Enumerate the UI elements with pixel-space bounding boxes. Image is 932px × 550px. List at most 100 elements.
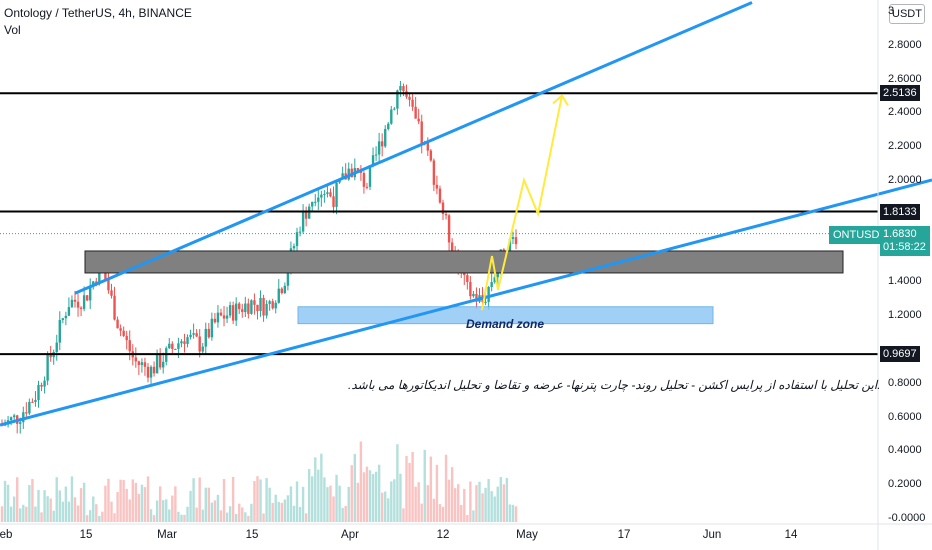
candle-body <box>12 415 16 418</box>
y-tick-label: 2.8000 <box>888 38 922 51</box>
candle-body <box>158 354 162 368</box>
candle-body <box>98 263 101 284</box>
candle-body <box>143 362 147 367</box>
candle-body <box>286 270 290 286</box>
candle-body <box>447 215 451 243</box>
candle-body <box>177 343 180 349</box>
y-tick-label: 1.2000 <box>888 309 922 322</box>
volume-bar <box>216 494 220 522</box>
volume-bar <box>283 499 287 522</box>
drawing-lines <box>0 1 932 427</box>
volume-bar <box>9 506 13 522</box>
volume-bar <box>201 509 204 522</box>
candle-body <box>365 186 369 188</box>
candle-body <box>493 277 496 282</box>
volume-bar <box>228 506 232 522</box>
candle-body <box>329 192 332 197</box>
candle-body <box>46 354 49 381</box>
volume-bar <box>472 510 475 522</box>
volume-bar <box>463 488 466 522</box>
volume-bar <box>28 485 31 522</box>
volume-bar <box>253 481 256 522</box>
y-tick-label: 0.4000 <box>888 444 922 457</box>
candle-body <box>420 121 423 145</box>
volume-bar <box>505 477 509 522</box>
candle-body <box>207 328 211 338</box>
volume-bar <box>58 490 61 522</box>
volume-bar <box>356 482 360 522</box>
candles <box>0 80 518 434</box>
volume-bar <box>450 467 454 522</box>
candle-body <box>228 305 232 316</box>
candle-body <box>256 304 259 311</box>
volume-bar <box>256 476 259 522</box>
y-tick-label: -0.0000 <box>888 512 926 524</box>
volume-bar <box>122 480 125 522</box>
volume-bar <box>362 472 366 522</box>
candle-body <box>444 214 448 216</box>
volume-bar <box>417 482 420 522</box>
candle-body <box>25 412 28 414</box>
candle-body <box>271 301 274 309</box>
volume-bar <box>460 504 463 522</box>
candle-body <box>64 315 68 319</box>
candle-body <box>387 123 390 130</box>
candle-body <box>396 90 399 109</box>
volume-bar <box>61 501 65 522</box>
candle-body <box>384 129 387 147</box>
zones <box>84 250 844 325</box>
volume-bar <box>307 468 311 522</box>
candle-body <box>186 337 189 344</box>
volume-bar <box>95 504 98 522</box>
volume-bar <box>368 470 372 522</box>
volume-bar <box>438 504 442 522</box>
volume-bar <box>52 510 55 522</box>
candle-body <box>37 384 40 401</box>
resistance-zone <box>84 250 844 274</box>
projection-path <box>481 95 563 311</box>
candle-body <box>441 202 445 215</box>
volume-bar <box>481 493 484 522</box>
volume-bar <box>453 488 457 522</box>
volume-bars <box>0 441 518 522</box>
volume-bar <box>289 486 293 522</box>
volume-bar <box>457 484 460 522</box>
candle-body <box>19 422 22 424</box>
candle-body <box>368 165 372 187</box>
currency-unit-button[interactable]: USDT <box>889 4 925 24</box>
candle-body <box>225 315 229 319</box>
candle-body <box>67 307 71 316</box>
volume-bar <box>125 488 128 522</box>
volume-bar <box>128 499 131 522</box>
candle-body <box>222 315 226 319</box>
candle-body <box>146 366 150 378</box>
candle-body <box>374 154 378 156</box>
volume-bar <box>265 478 268 522</box>
volume-bar <box>475 485 478 522</box>
lower-trendline <box>0 178 932 427</box>
volume-bar <box>508 504 512 522</box>
candle-body <box>192 333 195 335</box>
volume-bar <box>247 515 250 522</box>
candle-body <box>250 300 253 314</box>
volume-bar <box>234 513 238 522</box>
y-tick-label: 2.6000 <box>888 72 922 85</box>
candle-body <box>304 211 308 219</box>
candle-body <box>508 239 512 259</box>
candle-body <box>183 341 186 344</box>
candle-body <box>31 401 34 403</box>
volume-bar <box>377 464 381 522</box>
candle-body <box>426 142 429 151</box>
candle-body <box>414 106 417 119</box>
candle-body <box>283 285 287 294</box>
candle-body <box>49 354 52 358</box>
chart-title: Ontology / TetherUS, 4h, BINANCE <box>4 6 192 20</box>
volume-bar <box>222 479 226 522</box>
candle-body <box>472 293 475 297</box>
volume-bar <box>213 500 217 522</box>
x-tick-label: 14 <box>784 529 798 541</box>
candle-body <box>335 182 338 207</box>
x-tick-label: May <box>516 529 538 541</box>
candle-body <box>411 99 414 107</box>
